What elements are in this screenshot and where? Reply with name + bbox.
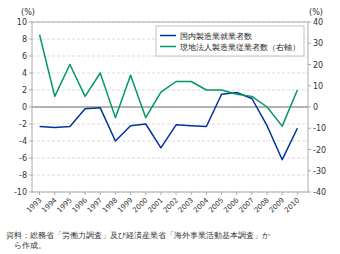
y-tick-label: 10 — [17, 18, 27, 27]
x-tick-label: 2004 — [192, 196, 211, 215]
y-tick-label: -2 — [19, 120, 27, 129]
y-tick — [29, 22, 32, 23]
y2-tick — [308, 128, 311, 129]
grid-line — [32, 141, 308, 142]
caption-line: 資料：総務省「労働力調査」及び経済産業省「海外事業活動基本調査」か — [6, 231, 270, 240]
x-tick-label: 1998 — [101, 196, 119, 214]
y2-tick-label: 30 — [313, 39, 323, 48]
x-tick-label: 2010 — [283, 196, 301, 214]
grid-line — [32, 90, 308, 91]
legend-swatch — [160, 46, 176, 48]
y2-tick-label: -20 — [313, 146, 326, 155]
x-tick — [206, 192, 207, 195]
y2-tick-label: -40 — [313, 188, 326, 197]
legend-swatch — [160, 35, 176, 37]
x-tick — [176, 192, 177, 195]
y2-tick — [308, 170, 311, 171]
y2-tick-label: 20 — [313, 61, 323, 70]
x-tick — [100, 192, 101, 195]
y-tick-label: 2 — [22, 86, 27, 95]
y2-tick — [308, 85, 311, 86]
legend-frame — [156, 26, 304, 56]
x-tick-label: 1995 — [56, 196, 74, 214]
y2-tick-label: 0 — [313, 103, 318, 112]
x-tick-label: 2005 — [207, 196, 225, 214]
y-tick — [29, 39, 32, 40]
y-tick — [29, 90, 32, 91]
y2-tick — [308, 64, 311, 65]
x-tick — [85, 192, 86, 195]
y-tick — [29, 158, 32, 159]
y-tick-label: -10 — [14, 188, 27, 197]
y-tick-label: 0 — [22, 103, 27, 112]
x-tick — [54, 192, 55, 195]
y2-tick — [308, 192, 311, 193]
y-tick — [29, 175, 32, 176]
x-tick — [267, 192, 268, 195]
x-tick — [160, 192, 161, 195]
x-tick — [221, 192, 222, 195]
y-tick — [29, 124, 32, 125]
legend: 国内製造業就業者数現地法人製造業従業者数（右軸） — [156, 26, 304, 56]
y-tick-label: 6 — [22, 52, 27, 61]
x-tick-label: 2007 — [238, 196, 256, 214]
y2-tick-label: -10 — [313, 124, 326, 133]
x-tick — [191, 192, 192, 195]
x-tick-label: 2009 — [268, 196, 286, 214]
y2-tick — [308, 22, 311, 23]
x-tick-label: 2000 — [131, 196, 149, 214]
x-tick-label: 2006 — [222, 196, 241, 215]
x-tick-label: 1999 — [116, 196, 134, 214]
x-tick — [282, 192, 283, 195]
x-tick — [236, 192, 237, 195]
legend-label: 国内製造業就業者数 — [180, 32, 252, 41]
x-tick-label: 2008 — [253, 196, 271, 214]
caption: 資料：総務省「労働力調査」及び経済産業省「海外事業活動基本調査」か ら作成。 — [6, 231, 270, 250]
y-tick — [29, 141, 32, 142]
grid — [32, 22, 308, 192]
x-tick-label: 2001 — [147, 196, 165, 214]
x-tick — [39, 192, 40, 195]
y2-axis-label: (%) — [309, 8, 323, 17]
y2-tick-label: 40 — [313, 18, 323, 27]
caption-line: ら作成。 — [6, 241, 46, 250]
grid-line — [32, 175, 308, 176]
x-tick — [145, 192, 146, 195]
x-tick — [297, 192, 298, 195]
x-tick-label: 1994 — [40, 196, 59, 215]
y-tick-label: -4 — [19, 137, 27, 146]
x-tick-label: 2003 — [177, 196, 195, 214]
series-line — [40, 93, 298, 160]
legend-label: 現地法人製造業従業者数（右軸） — [180, 43, 300, 52]
y-tick-label: 4 — [22, 69, 27, 78]
x-tick — [115, 192, 116, 195]
y-tick — [29, 192, 32, 193]
y-tick — [29, 56, 32, 57]
y2-tick — [308, 43, 311, 44]
x-tick-label: 1997 — [86, 196, 104, 214]
y-tick-label: 8 — [22, 35, 27, 44]
chart: -10-8-6-4-20246810-40-30-20-100102030401… — [0, 0, 340, 254]
y-tick — [29, 107, 32, 108]
y2-tick — [308, 149, 311, 150]
x-tick-label: 1996 — [71, 196, 90, 215]
x-tick-label: 2002 — [162, 196, 180, 214]
grid-line — [32, 158, 308, 159]
y-axis-label: (%) — [21, 8, 35, 17]
y2-tick-label: -30 — [313, 167, 326, 176]
y-tick — [29, 73, 32, 74]
x-tick — [69, 192, 70, 195]
x-tick — [251, 192, 252, 195]
y2-tick-label: 10 — [313, 82, 323, 91]
axes: -10-8-6-4-20246810-40-30-20-100102030401… — [14, 18, 326, 214]
y-tick-label: -8 — [19, 171, 27, 180]
plot-frame — [32, 22, 308, 192]
x-tick-label: 1993 — [25, 196, 43, 214]
y2-tick — [308, 107, 311, 108]
y-tick-label: -6 — [19, 154, 27, 163]
x-tick — [130, 192, 131, 195]
